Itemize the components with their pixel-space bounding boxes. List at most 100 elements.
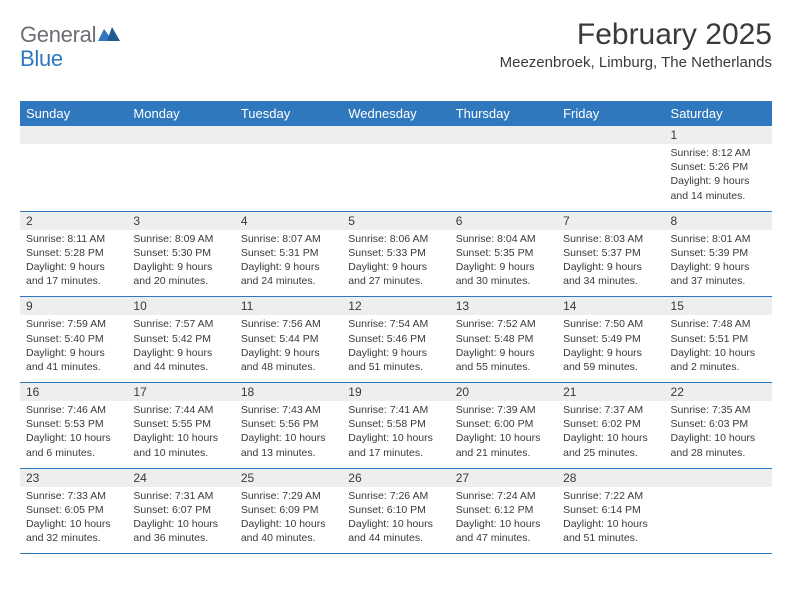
day-cell: 20Sunrise: 7:39 AMSunset: 6:00 PMDayligh…: [450, 383, 557, 469]
day-line: Sunrise: 8:07 AM: [241, 232, 336, 246]
day-body: Sunrise: 7:37 AMSunset: 6:02 PMDaylight:…: [557, 401, 664, 468]
day-line: Sunrise: 8:03 AM: [563, 232, 658, 246]
day-cell: 5Sunrise: 8:06 AMSunset: 5:33 PMDaylight…: [342, 211, 449, 297]
day-cell: 12Sunrise: 7:54 AMSunset: 5:46 PMDayligh…: [342, 297, 449, 383]
day-cell: 16Sunrise: 7:46 AMSunset: 5:53 PMDayligh…: [20, 383, 127, 469]
day-cell: [20, 126, 127, 212]
day-number: 21: [557, 383, 664, 401]
day-cell: 14Sunrise: 7:50 AMSunset: 5:49 PMDayligh…: [557, 297, 664, 383]
day-body: Sunrise: 7:44 AMSunset: 5:55 PMDaylight:…: [127, 401, 234, 468]
day-line: Sunrise: 7:59 AM: [26, 317, 121, 331]
day-line: Sunset: 6:12 PM: [456, 503, 551, 517]
day-number: 5: [342, 212, 449, 230]
day-number: 18: [235, 383, 342, 401]
week-row: 9Sunrise: 7:59 AMSunset: 5:40 PMDaylight…: [20, 297, 772, 383]
day-number: 26: [342, 469, 449, 487]
day-cell: 8Sunrise: 8:01 AMSunset: 5:39 PMDaylight…: [665, 211, 772, 297]
logo-text-blue: Blue: [20, 46, 63, 71]
day-number: 3: [127, 212, 234, 230]
day-number: 17: [127, 383, 234, 401]
day-number: 14: [557, 297, 664, 315]
day-line: Sunrise: 8:09 AM: [133, 232, 228, 246]
day-header-sunday: Sunday: [20, 102, 127, 126]
day-body: [665, 487, 772, 551]
day-line: Sunrise: 7:44 AM: [133, 403, 228, 417]
day-line: Sunset: 5:31 PM: [241, 246, 336, 260]
day-line: Sunset: 5:37 PM: [563, 246, 658, 260]
day-number: 15: [665, 297, 772, 315]
day-line: and 47 minutes.: [456, 531, 551, 545]
day-body: Sunrise: 7:26 AMSunset: 6:10 PMDaylight:…: [342, 487, 449, 554]
day-body: Sunrise: 8:07 AMSunset: 5:31 PMDaylight:…: [235, 230, 342, 297]
day-body: Sunrise: 7:50 AMSunset: 5:49 PMDaylight:…: [557, 315, 664, 382]
day-line: Sunrise: 7:57 AM: [133, 317, 228, 331]
day-line: Daylight: 10 hours: [241, 431, 336, 445]
calendar-body: 1Sunrise: 8:12 AMSunset: 5:26 PMDaylight…: [20, 126, 772, 554]
day-line: Sunrise: 7:29 AM: [241, 489, 336, 503]
day-cell: 26Sunrise: 7:26 AMSunset: 6:10 PMDayligh…: [342, 468, 449, 554]
day-cell: 9Sunrise: 7:59 AMSunset: 5:40 PMDaylight…: [20, 297, 127, 383]
day-line: and 44 minutes.: [133, 360, 228, 374]
day-line: Sunset: 5:46 PM: [348, 332, 443, 346]
day-header-saturday: Saturday: [665, 102, 772, 126]
day-number: 6: [450, 212, 557, 230]
day-line: and 37 minutes.: [671, 274, 766, 288]
day-header-friday: Friday: [557, 102, 664, 126]
day-cell: 15Sunrise: 7:48 AMSunset: 5:51 PMDayligh…: [665, 297, 772, 383]
day-number: 24: [127, 469, 234, 487]
day-number: 11: [235, 297, 342, 315]
day-line: Sunset: 6:05 PM: [26, 503, 121, 517]
day-number: 1: [665, 126, 772, 144]
logo-text-general: General: [20, 22, 96, 48]
day-line: Sunrise: 7:35 AM: [671, 403, 766, 417]
day-body: Sunrise: 7:43 AMSunset: 5:56 PMDaylight:…: [235, 401, 342, 468]
day-line: Sunrise: 8:11 AM: [26, 232, 121, 246]
day-line: Sunset: 5:35 PM: [456, 246, 551, 260]
day-line: Sunset: 5:40 PM: [26, 332, 121, 346]
day-line: and 21 minutes.: [456, 446, 551, 460]
day-body: [235, 144, 342, 208]
day-body: Sunrise: 8:09 AMSunset: 5:30 PMDaylight:…: [127, 230, 234, 297]
day-line: Sunrise: 7:50 AM: [563, 317, 658, 331]
day-cell: 28Sunrise: 7:22 AMSunset: 6:14 PMDayligh…: [557, 468, 664, 554]
day-line: Sunset: 6:00 PM: [456, 417, 551, 431]
day-cell: 11Sunrise: 7:56 AMSunset: 5:44 PMDayligh…: [235, 297, 342, 383]
day-body: Sunrise: 8:03 AMSunset: 5:37 PMDaylight:…: [557, 230, 664, 297]
day-line: Sunrise: 7:48 AM: [671, 317, 766, 331]
day-body: Sunrise: 7:33 AMSunset: 6:05 PMDaylight:…: [20, 487, 127, 554]
day-line: Sunset: 6:07 PM: [133, 503, 228, 517]
day-line: Sunrise: 8:12 AM: [671, 146, 766, 160]
day-number: 7: [557, 212, 664, 230]
day-line: and 40 minutes.: [241, 531, 336, 545]
day-line: Daylight: 9 hours: [133, 260, 228, 274]
day-line: Daylight: 9 hours: [456, 346, 551, 360]
day-cell: 4Sunrise: 8:07 AMSunset: 5:31 PMDaylight…: [235, 211, 342, 297]
day-line: Daylight: 10 hours: [133, 517, 228, 531]
day-line: and 41 minutes.: [26, 360, 121, 374]
day-line: and 59 minutes.: [563, 360, 658, 374]
day-line: Sunrise: 7:43 AM: [241, 403, 336, 417]
day-cell: [342, 126, 449, 212]
day-line: Daylight: 9 hours: [563, 346, 658, 360]
day-line: Daylight: 10 hours: [563, 431, 658, 445]
day-cell: [557, 126, 664, 212]
week-row: 16Sunrise: 7:46 AMSunset: 5:53 PMDayligh…: [20, 383, 772, 469]
day-cell: 1Sunrise: 8:12 AMSunset: 5:26 PMDaylight…: [665, 126, 772, 212]
location: Meezenbroek, Limburg, The Netherlands: [500, 54, 772, 71]
day-line: and 34 minutes.: [563, 274, 658, 288]
day-header-tuesday: Tuesday: [235, 102, 342, 126]
day-body: [127, 144, 234, 208]
day-body: [450, 144, 557, 208]
day-line: and 30 minutes.: [456, 274, 551, 288]
day-line: Daylight: 10 hours: [241, 517, 336, 531]
day-line: Daylight: 9 hours: [348, 346, 443, 360]
day-cell: 21Sunrise: 7:37 AMSunset: 6:02 PMDayligh…: [557, 383, 664, 469]
day-number: 28: [557, 469, 664, 487]
day-line: Sunrise: 8:01 AM: [671, 232, 766, 246]
day-header-row: Sunday Monday Tuesday Wednesday Thursday…: [20, 102, 772, 126]
month-title: February 2025: [500, 18, 772, 52]
day-line: and 55 minutes.: [456, 360, 551, 374]
day-line: and 17 minutes.: [26, 274, 121, 288]
day-cell: 3Sunrise: 8:09 AMSunset: 5:30 PMDaylight…: [127, 211, 234, 297]
day-cell: 23Sunrise: 7:33 AMSunset: 6:05 PMDayligh…: [20, 468, 127, 554]
